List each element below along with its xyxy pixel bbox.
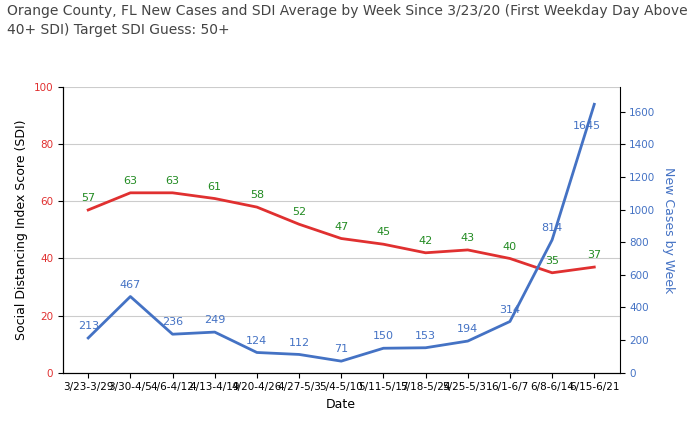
Text: 58: 58 — [250, 190, 264, 200]
Text: 249: 249 — [204, 315, 226, 325]
Text: 42: 42 — [418, 236, 433, 246]
Text: 213: 213 — [78, 321, 99, 331]
Text: 467: 467 — [120, 279, 141, 290]
Text: 124: 124 — [246, 336, 268, 345]
Text: 37: 37 — [587, 250, 602, 260]
Text: 112: 112 — [288, 337, 310, 348]
Text: 57: 57 — [81, 193, 95, 203]
Y-axis label: Social Distancing Index Score (SDI): Social Distancing Index Score (SDI) — [15, 120, 28, 340]
Text: 63: 63 — [124, 176, 137, 186]
Text: 35: 35 — [545, 256, 559, 266]
Text: 194: 194 — [457, 324, 478, 334]
Text: 52: 52 — [292, 207, 306, 217]
Text: 63: 63 — [166, 176, 179, 186]
X-axis label: Date: Date — [326, 398, 356, 411]
Text: 61: 61 — [208, 181, 221, 192]
Text: 236: 236 — [162, 317, 183, 327]
Text: 153: 153 — [415, 331, 436, 341]
Y-axis label: New Cases by Week: New Cases by Week — [662, 167, 675, 293]
Text: Orange County, FL New Cases and SDI Average by Week Since 3/23/20 (First Weekday: Orange County, FL New Cases and SDI Aver… — [7, 4, 687, 37]
Text: 150: 150 — [373, 331, 394, 341]
Text: 43: 43 — [461, 233, 475, 243]
Text: 45: 45 — [376, 227, 391, 237]
Text: 40: 40 — [503, 242, 517, 251]
Text: 1645: 1645 — [573, 121, 602, 131]
Text: 814: 814 — [542, 223, 563, 233]
Text: 47: 47 — [334, 222, 348, 232]
Text: 71: 71 — [334, 344, 348, 354]
Text: 314: 314 — [500, 305, 520, 314]
